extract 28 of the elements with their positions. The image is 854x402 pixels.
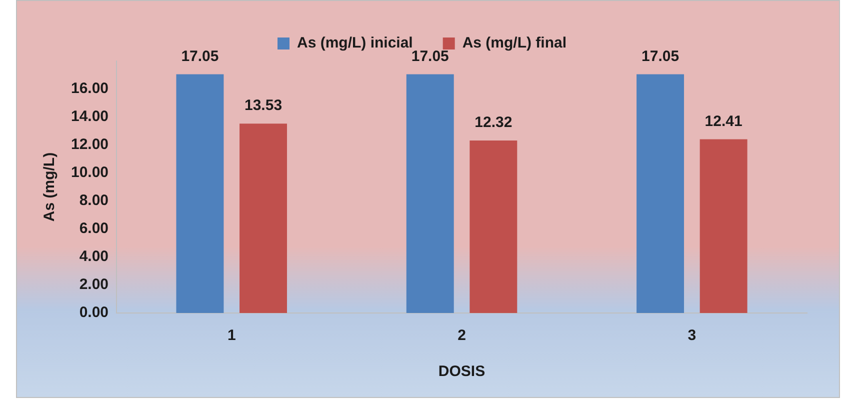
bar — [636, 74, 684, 313]
y-tick-label: 12.00 — [70, 136, 109, 154]
y-axis-title: As (mg/L) — [41, 152, 58, 222]
y-tick-label: 2.00 — [79, 276, 109, 294]
y-tick-label: 16.00 — [70, 80, 109, 98]
y-tick-label: 8.00 — [79, 192, 109, 210]
data-label: 13.53 — [244, 97, 282, 114]
bar — [176, 74, 224, 313]
y-tick-label: 0.00 — [79, 304, 109, 322]
x-axis-title: DOSIS — [438, 363, 486, 380]
x-tick-label: 2 — [458, 327, 466, 344]
legend-label: As (mg/L) final — [462, 34, 567, 52]
y-tick-label: 10.00 — [70, 164, 109, 182]
bar — [470, 140, 518, 313]
y-tick-label: 6.00 — [79, 220, 109, 238]
data-label: 12.32 — [474, 114, 512, 132]
x-tick-label: 1 — [227, 327, 236, 344]
bar — [406, 74, 454, 313]
legend-label: As (mg/L) inicial — [296, 34, 413, 52]
data-label: 12.41 — [704, 112, 742, 130]
data-label: 17.05 — [642, 48, 680, 65]
bar — [700, 139, 748, 313]
data-label: 17.05 — [411, 48, 449, 65]
data-label: 17.05 — [181, 48, 219, 65]
y-tick-label: 4.00 — [79, 248, 109, 266]
x-tick-label: 3 — [688, 327, 696, 344]
bar — [240, 124, 287, 313]
y-tick-label: 14.00 — [70, 108, 109, 126]
